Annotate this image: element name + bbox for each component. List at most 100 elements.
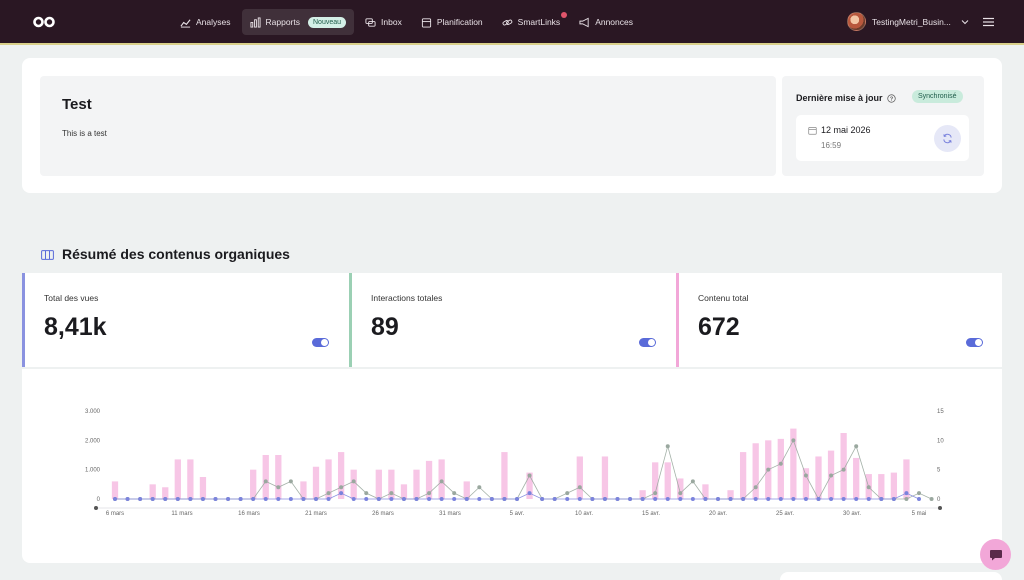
series-point bbox=[678, 497, 683, 501]
chart-bar bbox=[275, 455, 282, 499]
series-point bbox=[653, 491, 658, 496]
nav-item-rapports[interactable]: Rapports Nouveau bbox=[241, 9, 355, 35]
series-point bbox=[854, 444, 859, 449]
hamburger-menu-icon[interactable] bbox=[983, 17, 994, 27]
series-point bbox=[389, 491, 394, 496]
x-tick-label: 10 avr. bbox=[575, 511, 593, 517]
series-point bbox=[113, 497, 117, 501]
nav-item-analyses[interactable]: Analyses bbox=[172, 9, 239, 35]
nav-item-label: Analyses bbox=[196, 17, 231, 27]
nav-item-planification[interactable]: Planification bbox=[413, 9, 491, 35]
x-tick-label: 31 mars bbox=[439, 511, 461, 517]
chart-bar bbox=[752, 443, 759, 499]
series-point bbox=[917, 491, 921, 496]
nav-item-label: Planification bbox=[436, 17, 483, 27]
series-point bbox=[326, 491, 331, 496]
report-description[interactable]: This is a test bbox=[62, 129, 107, 138]
section-title: Résumé des contenus organiques bbox=[62, 246, 290, 262]
chart-bar bbox=[903, 459, 910, 499]
series-point bbox=[251, 497, 256, 501]
nav-item-label: Inbox bbox=[381, 17, 402, 27]
series-point bbox=[427, 497, 432, 501]
analytics-icon bbox=[180, 18, 191, 28]
series-point bbox=[364, 491, 369, 496]
series-point bbox=[766, 467, 771, 472]
series-point bbox=[276, 497, 281, 501]
series-point bbox=[540, 497, 545, 501]
y-right-tick-label: 0 bbox=[937, 497, 941, 503]
x-tick-label: 6 mars bbox=[106, 511, 124, 517]
series-point bbox=[653, 497, 658, 501]
calendar-icon bbox=[421, 17, 431, 28]
chart-bar bbox=[526, 472, 533, 499]
metric-toggle[interactable] bbox=[312, 338, 329, 347]
main-nav: Analyses Rapports Nouveau Inbox Planific… bbox=[172, 9, 644, 35]
x-tick-label: 15 avr. bbox=[642, 511, 660, 517]
series-point bbox=[288, 479, 293, 484]
nav-item-inbox[interactable]: Inbox bbox=[357, 9, 410, 35]
series-point bbox=[665, 444, 670, 449]
chart-bar bbox=[337, 452, 345, 499]
chart-bar bbox=[639, 490, 646, 499]
chart-bar bbox=[149, 484, 156, 499]
series-point bbox=[577, 497, 582, 501]
y-right-tick-label: 15 bbox=[937, 409, 944, 415]
metric-toggle[interactable] bbox=[639, 338, 656, 347]
nav-item-label: SmartLinks bbox=[517, 17, 561, 27]
account-name: TestingMetri_Busin... bbox=[872, 16, 951, 27]
series-point bbox=[489, 497, 494, 501]
chart-bar bbox=[652, 462, 659, 499]
series-point bbox=[565, 491, 570, 496]
chart-bar bbox=[463, 481, 470, 499]
series-point bbox=[213, 497, 218, 501]
series-point bbox=[866, 497, 871, 501]
x-tick-label: 30 avr. bbox=[843, 511, 861, 517]
refresh-icon bbox=[943, 133, 952, 144]
series-point bbox=[766, 497, 771, 501]
chart-bar bbox=[815, 456, 822, 499]
help-icon[interactable]: ? bbox=[886, 93, 896, 103]
y-left-tick-label: 0 bbox=[97, 497, 101, 503]
chart-bar bbox=[702, 484, 709, 499]
account-switcher[interactable]: TestingMetri_Busin... bbox=[847, 12, 969, 31]
series-point bbox=[816, 497, 821, 501]
series-point bbox=[527, 491, 532, 496]
series-point bbox=[477, 497, 482, 501]
series-point bbox=[188, 497, 193, 501]
report-title[interactable]: Test bbox=[62, 96, 92, 113]
x-tick-label: 20 avr. bbox=[709, 511, 727, 517]
last-update-label: Dernière mise à jour ? bbox=[796, 93, 896, 103]
nav-item-smartlinks[interactable]: SmartLinks bbox=[494, 9, 569, 35]
series-point bbox=[841, 467, 846, 472]
chart-bar bbox=[312, 466, 320, 499]
refresh-button[interactable] bbox=[934, 125, 961, 152]
series-point bbox=[590, 497, 595, 501]
chart-bar bbox=[677, 478, 684, 499]
series-point bbox=[439, 497, 444, 501]
chat-button[interactable] bbox=[980, 539, 1011, 570]
divider bbox=[22, 367, 1002, 369]
nav-item-annonces[interactable]: Annonces bbox=[571, 9, 641, 35]
series-point bbox=[552, 497, 557, 501]
y-right-tick-label: 10 bbox=[937, 438, 944, 444]
x-axis-end-dot bbox=[938, 506, 942, 510]
series-point bbox=[829, 497, 834, 501]
report-description-card[interactable] bbox=[40, 76, 776, 176]
series-point bbox=[791, 438, 796, 443]
series-point bbox=[351, 479, 356, 484]
chart-bar bbox=[840, 433, 847, 499]
chart-bar bbox=[777, 438, 784, 499]
notification-dot bbox=[561, 12, 568, 18]
series-point bbox=[376, 497, 381, 501]
series-point bbox=[150, 497, 155, 501]
metric-toggle[interactable] bbox=[966, 338, 983, 347]
nav-item-label: Rapports bbox=[265, 17, 301, 27]
last-update-text: Dernière mise à jour bbox=[796, 93, 883, 103]
series-point bbox=[163, 497, 168, 501]
series-point bbox=[917, 497, 921, 501]
series-point bbox=[477, 485, 482, 490]
series-point bbox=[389, 497, 394, 501]
series-point bbox=[929, 497, 934, 501]
series-point bbox=[439, 479, 444, 484]
metricool-logo-icon[interactable] bbox=[32, 14, 56, 30]
